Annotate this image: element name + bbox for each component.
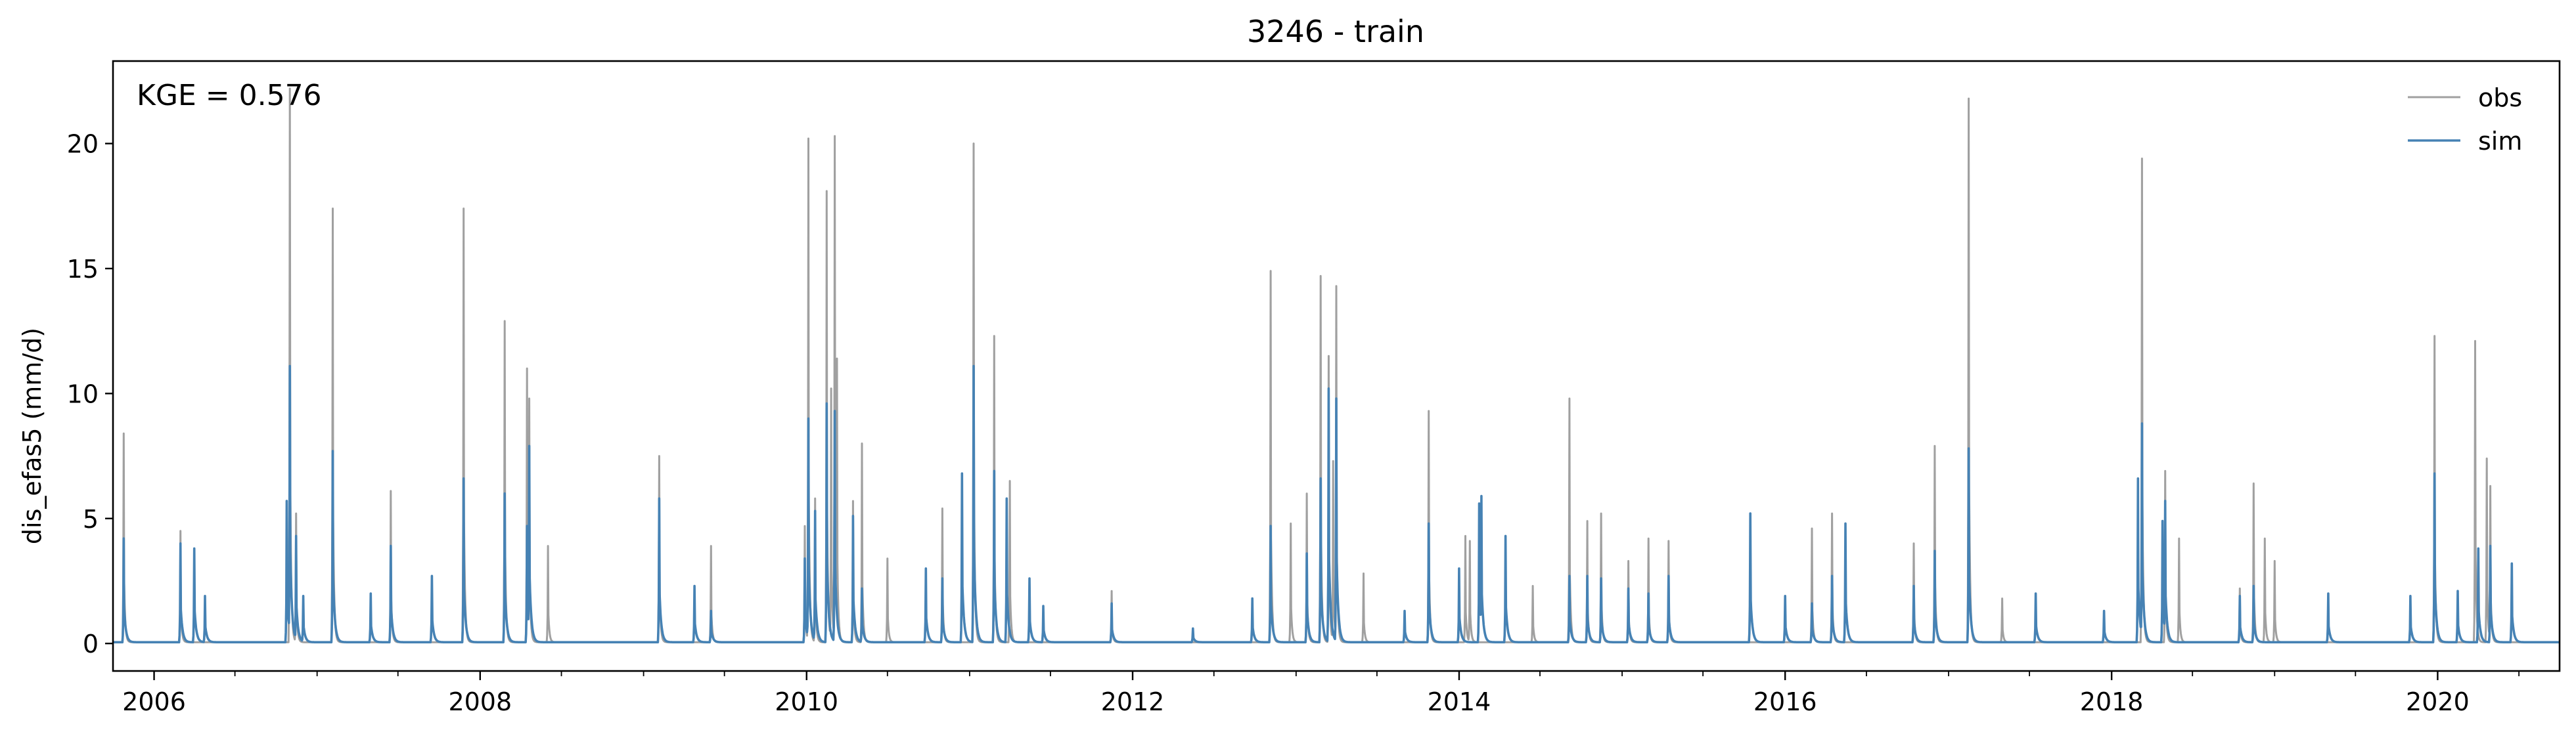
- plot-frame: [112, 60, 2561, 672]
- chart-title: 3246 - train: [1247, 14, 1424, 49]
- y-tick-label-10: 10: [67, 379, 99, 408]
- y-tick-label-5: 5: [83, 505, 99, 534]
- legend-label-sim: sim: [2478, 127, 2522, 156]
- series-line-sim: [112, 364, 2561, 643]
- series-layer: [112, 87, 2561, 643]
- x-tick-label-2016: 2016: [1753, 687, 1817, 716]
- x-tick-label-2006: 2006: [122, 687, 186, 716]
- x-tick-label-2010: 2010: [775, 687, 838, 716]
- axes-layer: 0 5 10 15 20 2006 2008 2010 2012 2014 2016 2018 2020: [67, 60, 2561, 716]
- kge-annotation: KGE = 0.576: [137, 79, 322, 112]
- legend: obs sim: [2408, 83, 2522, 156]
- x-tick-label-2020: 2020: [2406, 687, 2470, 716]
- y-axis-label: dis_efas5 (mm/d): [18, 328, 47, 544]
- x-tick-label-2014: 2014: [1428, 687, 1491, 716]
- x-tick-label-2008: 2008: [448, 687, 512, 716]
- x-tick-label-2018: 2018: [2080, 687, 2144, 716]
- y-tick-label-20: 20: [67, 130, 99, 159]
- x-tick-label-2012: 2012: [1101, 687, 1165, 716]
- legend-label-obs: obs: [2478, 83, 2522, 112]
- y-tick-label-15: 15: [67, 255, 99, 284]
- y-tick-label-0: 0: [83, 630, 99, 658]
